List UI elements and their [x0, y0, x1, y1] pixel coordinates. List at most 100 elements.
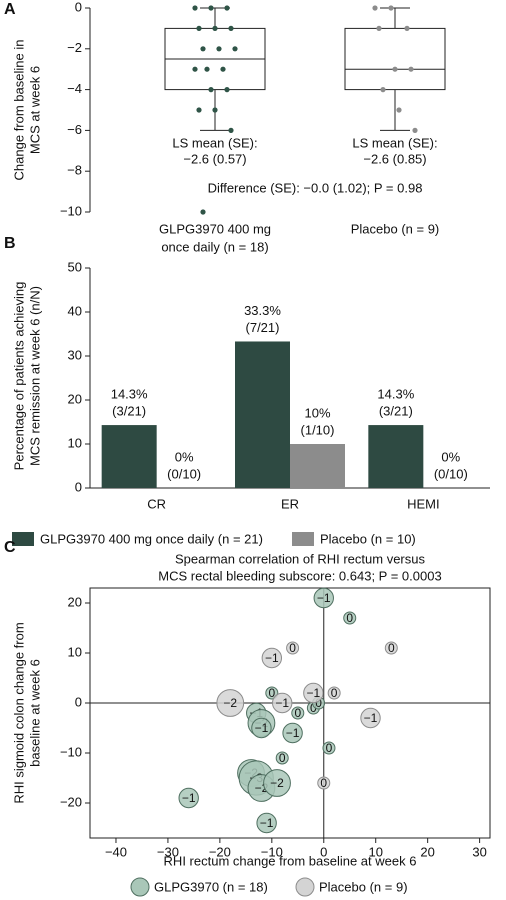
bubble-label: 0: [388, 641, 395, 655]
data-point: [392, 66, 398, 72]
bar: [368, 425, 424, 488]
data-point: [408, 66, 414, 72]
bubble-label: 0: [320, 776, 327, 790]
data-point: [200, 209, 206, 215]
bubble-label: 0: [331, 686, 338, 700]
legend-swatch: [130, 877, 150, 897]
count-label: (7/21): [246, 320, 280, 335]
data-point: [224, 87, 230, 93]
count-label: (3/21): [112, 404, 146, 419]
x-tick-label: 0: [320, 844, 327, 859]
panel-label: A: [4, 1, 16, 18]
chart-title: Spearman correlation of RHI rectum versu…: [175, 551, 425, 566]
value-label: 14.3%: [377, 387, 414, 402]
x-tick-label: CR: [147, 496, 166, 511]
panel-label: C: [4, 539, 16, 556]
bubble-label: −2: [270, 776, 284, 790]
ls-mean: LS mean (SE):: [172, 135, 257, 150]
data-point: [228, 25, 234, 31]
y-tick-label: 20: [68, 594, 82, 609]
count-label: (0/10): [167, 466, 201, 481]
legend-label: Placebo (n = 9): [319, 879, 408, 894]
count-label: (0/10): [434, 466, 468, 481]
x-tick-label: 20: [420, 844, 434, 859]
x-tick-label: −20: [209, 844, 231, 859]
bubble-label: 0: [326, 741, 333, 755]
y-tick-label: 0: [75, 479, 82, 494]
bubble-label: −1: [265, 651, 279, 665]
panel-label: B: [4, 235, 16, 252]
bar: [235, 341, 290, 488]
bar: [290, 444, 345, 488]
data-point: [376, 25, 382, 31]
bubble-label: −1: [260, 816, 274, 830]
data-point: [204, 66, 210, 72]
bubble: [282, 722, 303, 744]
bubble: [272, 692, 293, 714]
value-label: 0%: [441, 449, 460, 464]
bubble-label: 0: [279, 751, 286, 765]
bubble: [343, 611, 357, 625]
y-tick-label: −10: [60, 203, 82, 218]
bubble: [275, 751, 289, 765]
bubble-label: 0: [310, 701, 317, 715]
bubble: [178, 787, 199, 809]
data-point: [192, 5, 198, 11]
value-label: 14.3%: [111, 387, 148, 402]
bubble-label: 0: [268, 686, 275, 700]
difference: Difference (SE): −0.0 (1.02); P = 0.98: [208, 180, 423, 195]
bubble: [303, 682, 324, 704]
data-point: [232, 46, 238, 52]
bubble-label: −1: [255, 721, 269, 735]
bar: [101, 425, 157, 488]
y-axis-label: MCS at week 6: [27, 66, 42, 154]
bubble: [261, 647, 283, 669]
data-point: [200, 46, 206, 52]
bubble: [317, 776, 331, 790]
bubble-label: −1: [182, 791, 196, 805]
data-point: [380, 87, 386, 93]
bubble: [256, 812, 277, 834]
x-tick-label: −40: [105, 844, 127, 859]
x-tick-label: ER: [281, 496, 299, 511]
bubble-label: −1: [317, 591, 331, 605]
y-tick-label: 50: [68, 259, 82, 274]
data-point: [372, 5, 378, 11]
x-tick-label: GLPG3970 400 mg: [159, 221, 271, 236]
data-point: [212, 107, 218, 113]
x-axis-label: RHI rectum change from baseline at week …: [164, 853, 417, 868]
data-point: [192, 66, 198, 72]
x-tick-label: 30: [472, 844, 486, 859]
y-tick-label: 20: [68, 391, 82, 406]
bubble: [216, 689, 245, 717]
bubble-label: −1: [275, 696, 289, 710]
legend-swatch: [12, 532, 34, 546]
bubble-label: −1: [307, 686, 321, 700]
y-tick-label: 30: [68, 347, 82, 362]
y-tick-label: −10: [60, 744, 82, 759]
bubble: [286, 641, 300, 655]
data-point: [216, 46, 222, 52]
x-tick-label: −30: [157, 844, 179, 859]
ls-mean: −2.6 (0.85): [363, 151, 426, 166]
y-axis-label: baseline at week 6: [27, 659, 42, 767]
data-point: [396, 107, 402, 113]
legend-label: GLPG3970 (n = 18): [154, 879, 268, 894]
bubble: [384, 641, 398, 655]
y-tick-label: 40: [68, 303, 82, 318]
bubble: [291, 706, 305, 720]
legend-swatch: [295, 877, 315, 897]
data-point: [196, 25, 202, 31]
bubble-label: 0: [289, 641, 296, 655]
count-label: (1/10): [301, 422, 335, 437]
y-axis-label: MCS remission at week 6 (n/N): [27, 286, 42, 466]
x-tick-label: HEMI: [407, 496, 440, 511]
bubble-label: 0: [315, 696, 322, 710]
legend-label: Placebo (n = 10): [320, 531, 416, 546]
ls-mean: −2.6 (0.57): [183, 151, 246, 166]
x-tick-label: Placebo (n = 9): [351, 221, 440, 236]
value-label: 33.3%: [244, 303, 281, 318]
count-label: (3/21): [379, 404, 413, 419]
data-point: [404, 25, 410, 31]
